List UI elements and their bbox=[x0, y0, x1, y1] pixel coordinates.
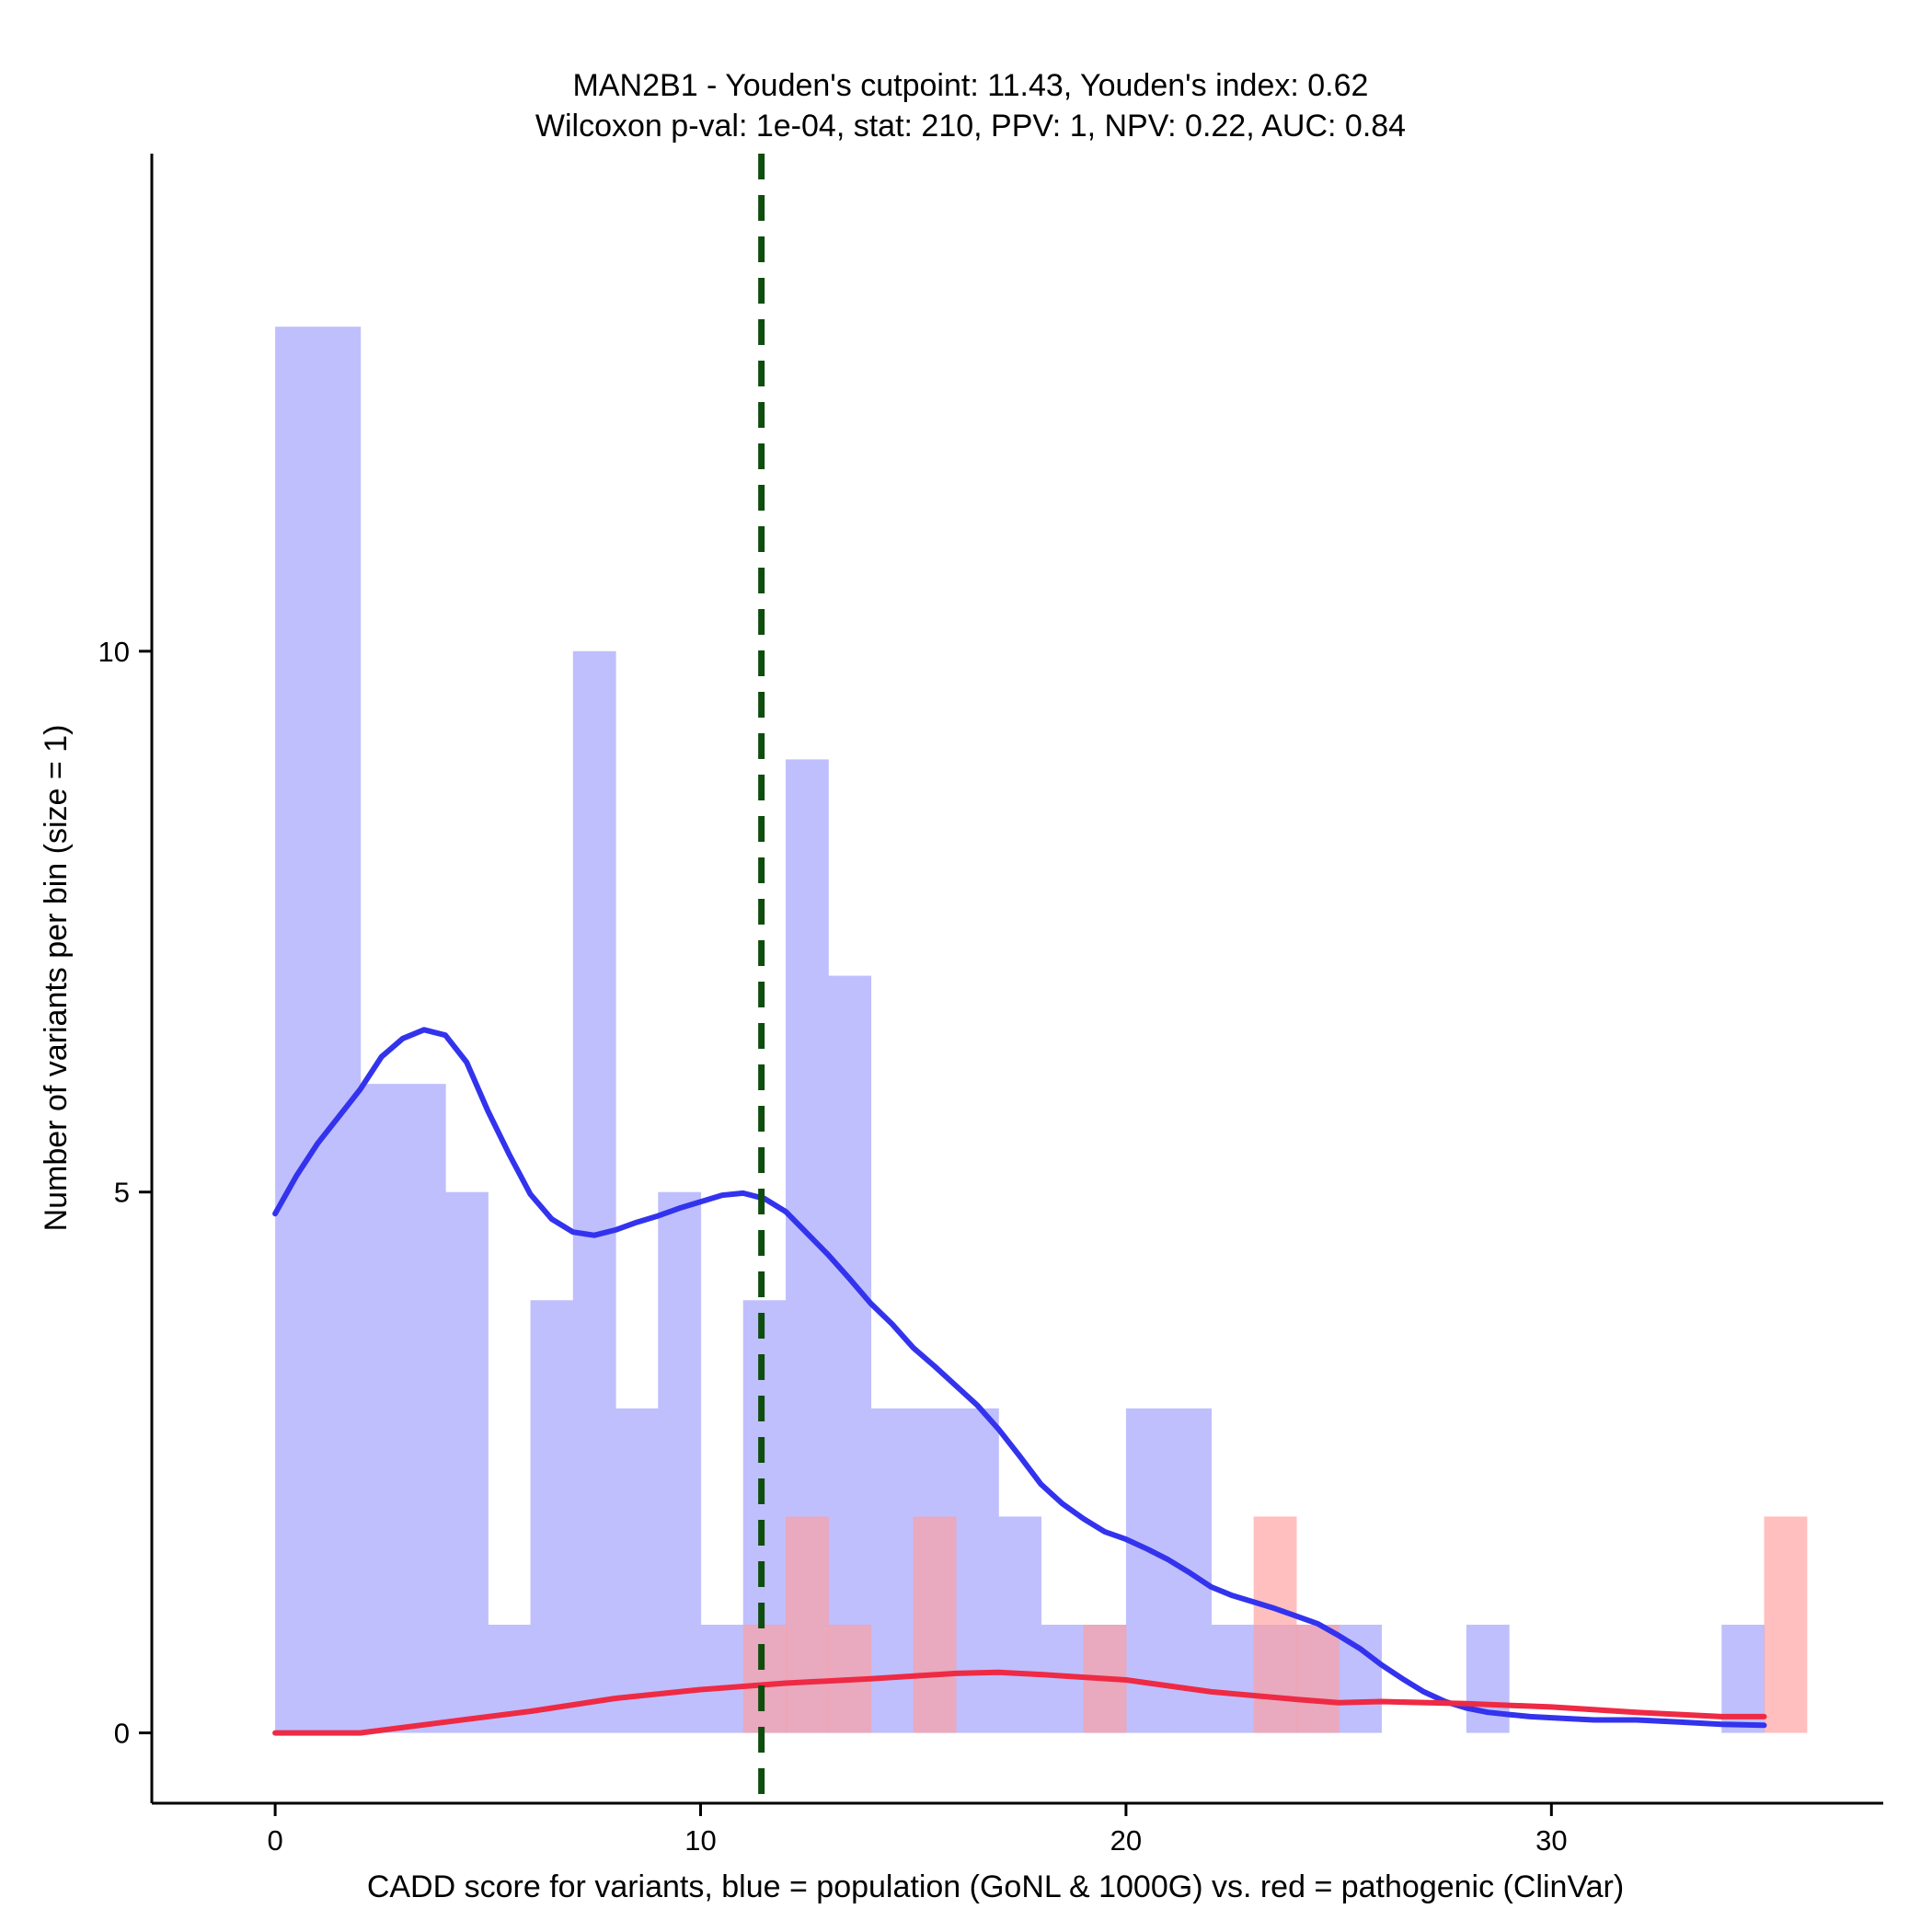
pathogenic-bar bbox=[913, 1516, 957, 1733]
chart-title-line2: Wilcoxon p-val: 1e-04, stat: 210, PPV: 1… bbox=[535, 109, 1406, 144]
population-bar bbox=[317, 327, 362, 1733]
population-bar bbox=[445, 1191, 489, 1733]
population-bar bbox=[360, 1084, 404, 1733]
pathogenic-bars bbox=[742, 1516, 1808, 1733]
pathogenic-density-curve bbox=[272, 1669, 1767, 1736]
population-bar bbox=[402, 1084, 446, 1733]
y-axis-ticks: 0 5 10 bbox=[98, 636, 152, 1750]
pathogenic-bar bbox=[742, 1625, 787, 1733]
x-axis-ticks: 0 10 20 30 bbox=[267, 1803, 1568, 1857]
x-tick-label: 30 bbox=[1535, 1824, 1567, 1857]
population-bar bbox=[658, 1191, 702, 1733]
y-tick-label: 0 bbox=[114, 1718, 130, 1750]
y-tick-label: 5 bbox=[114, 1177, 130, 1209]
x-axis-label: CADD score for variants, blue = populati… bbox=[367, 1869, 1624, 1904]
population-bar bbox=[828, 975, 872, 1733]
y-tick-label: 10 bbox=[98, 636, 130, 668]
x-tick-label: 0 bbox=[267, 1824, 282, 1857]
population-bar bbox=[998, 1516, 1042, 1733]
population-bar bbox=[572, 650, 616, 1733]
y-axis-label: Number of variants per bin (size = 1) bbox=[39, 725, 74, 1232]
population-density-curve bbox=[272, 1027, 1767, 1729]
population-bar bbox=[700, 1625, 744, 1733]
population-bar bbox=[530, 1300, 574, 1733]
chart-title-line1: MAN2B1 - Youden's cutpoint: 11.43, Youde… bbox=[573, 68, 1369, 103]
pathogenic-bar bbox=[1295, 1625, 1340, 1733]
pathogenic-bar bbox=[785, 1516, 829, 1733]
x-tick-label: 10 bbox=[684, 1824, 716, 1857]
population-bar bbox=[955, 1408, 999, 1733]
population-bar bbox=[870, 1408, 914, 1733]
x-tick-label: 20 bbox=[1110, 1824, 1142, 1857]
population-bars bbox=[275, 327, 1765, 1733]
pathogenic-bar bbox=[1764, 1516, 1808, 1733]
population-bar bbox=[1211, 1625, 1255, 1733]
population-bar bbox=[615, 1408, 659, 1733]
population-bar bbox=[275, 327, 318, 1733]
